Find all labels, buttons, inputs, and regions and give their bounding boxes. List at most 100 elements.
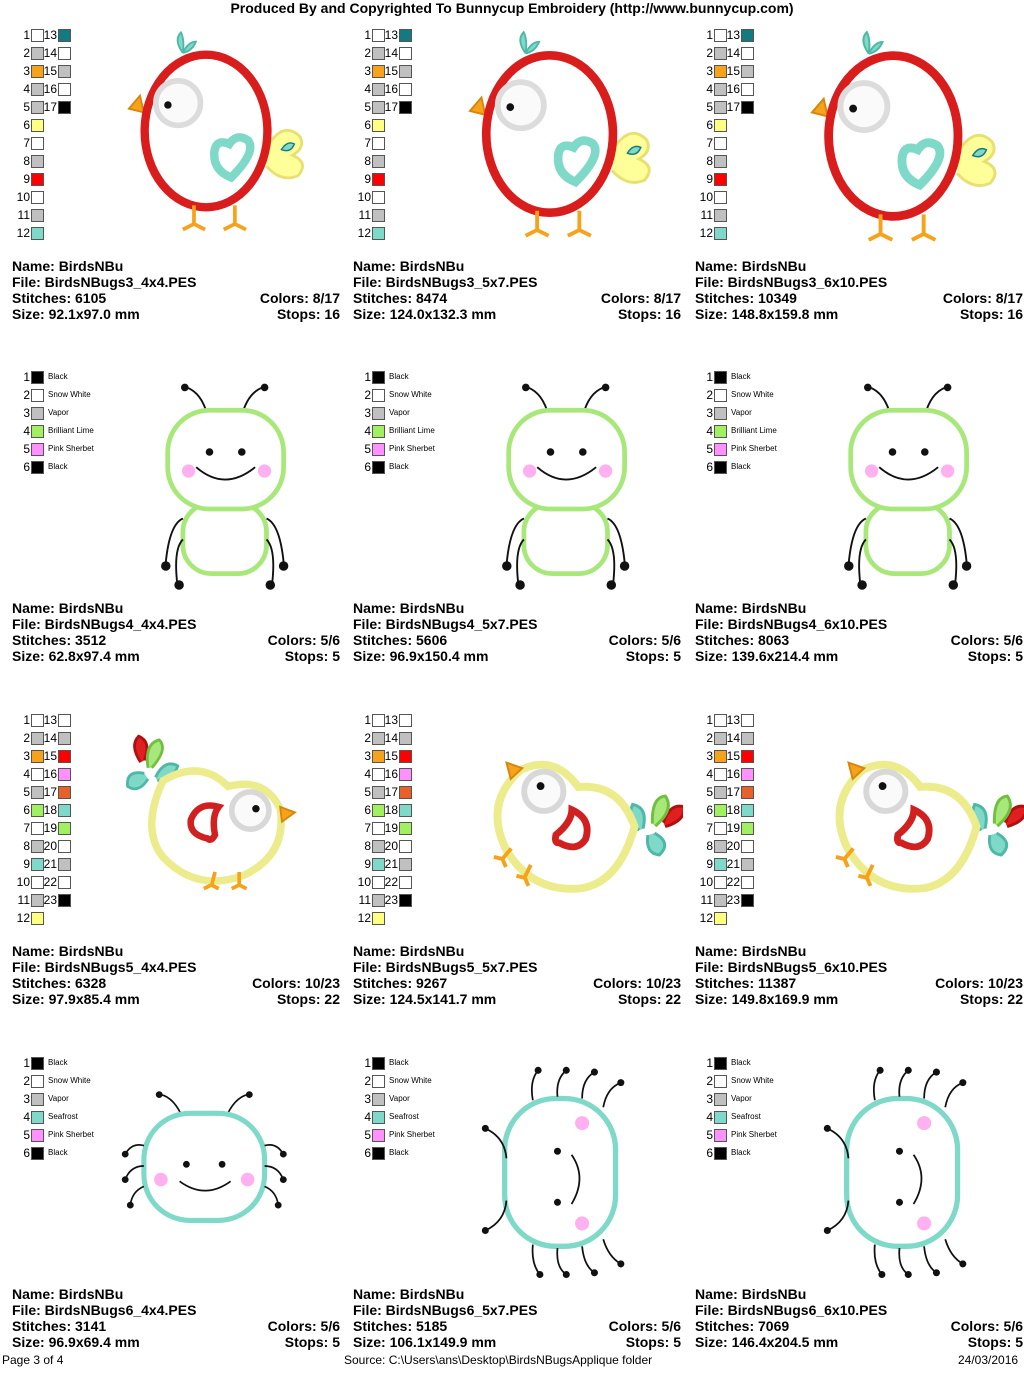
stops-label: Stops: xyxy=(276,991,321,1007)
thread-number: 4 xyxy=(23,1110,30,1124)
color-swatch xyxy=(31,1056,44,1070)
thread-number: 8 xyxy=(706,154,713,168)
color-swatch xyxy=(372,1056,385,1070)
thread-number: 4 xyxy=(364,767,371,781)
thread-number: 3 xyxy=(23,749,30,763)
thread-number: 5 xyxy=(23,442,30,456)
color-swatch xyxy=(372,190,385,204)
thread-number: 13 xyxy=(726,713,740,727)
color-swatch xyxy=(372,803,385,817)
color-count: 10/23 xyxy=(304,975,340,991)
thread-number: 5 xyxy=(706,442,713,456)
thread-color-chip: 11 xyxy=(699,206,727,224)
thread-color-chip: 6 Black xyxy=(699,1144,750,1162)
thread-number: 5 xyxy=(23,100,30,114)
thread-color-chip: 3 xyxy=(699,62,727,80)
stop-count: 5 xyxy=(1015,648,1023,664)
thread-color-chip: 9 xyxy=(16,855,44,873)
colors-label: Colors: xyxy=(252,975,302,991)
thread-color-chip: 5 Pink Sherbet xyxy=(16,1126,94,1144)
thread-color-chip: 7 xyxy=(357,819,385,837)
color-swatch xyxy=(58,785,71,799)
color-swatch xyxy=(372,1092,385,1106)
design-name: BirdsNBu xyxy=(741,258,807,274)
thread-number: 6 xyxy=(364,803,371,817)
thread-name: Vapor xyxy=(389,408,410,417)
file-label: File: xyxy=(695,959,724,975)
design-card: 1 2 3 4 5 6 7 8 9 10 11 12 13 14 15 16 17 Name: BirdsNBu… xyxy=(353,26,683,366)
thread-number: 23 xyxy=(43,893,57,907)
thread-number: 2 xyxy=(23,46,30,60)
design-info: Name: BirdsNBu File: BirdsNBugs3_6x10.PE… xyxy=(695,258,1023,322)
stitches-label: Stitches: xyxy=(353,1318,413,1334)
thread-number: 13 xyxy=(43,28,57,42)
name-label: Name: xyxy=(12,943,55,959)
thread-color-chip: 2 xyxy=(16,44,44,62)
colors-label: Colors: xyxy=(608,1318,658,1334)
thread-color-chip: 2 Snow White xyxy=(357,1072,431,1090)
colors-label: Colors: xyxy=(267,1318,317,1334)
color-swatch xyxy=(372,118,385,132)
color-swatch xyxy=(399,785,412,799)
thread-number: 10 xyxy=(357,190,371,204)
thread-color-chip: 1 xyxy=(357,26,385,44)
thread-number: 7 xyxy=(23,821,30,835)
name-label: Name: xyxy=(695,600,738,616)
color-count: 5/6 xyxy=(1003,1318,1023,1334)
thread-color-chip: 6 Black xyxy=(16,1144,67,1162)
name-label: Name: xyxy=(353,1286,396,1302)
thread-number: 13 xyxy=(384,28,398,42)
stop-count: 5 xyxy=(673,1334,681,1350)
color-swatch xyxy=(399,82,412,96)
thread-color-chip: 23 xyxy=(43,891,71,909)
name-label: Name: xyxy=(353,600,396,616)
thread-color-chip: 1 xyxy=(357,711,385,729)
thread-color-chip: 10 xyxy=(357,873,385,891)
thread-number: 10 xyxy=(699,190,713,204)
thread-color-chip: 6 xyxy=(16,801,44,819)
thread-color-chip: 16 xyxy=(384,80,412,98)
stitches-label: Stitches: xyxy=(353,632,413,648)
color-swatch xyxy=(741,82,754,96)
stitches-label: Stitches: xyxy=(695,632,755,648)
thread-number: 14 xyxy=(43,731,57,745)
thread-number: 8 xyxy=(364,839,371,853)
color-swatch xyxy=(714,190,727,204)
color-swatch xyxy=(714,64,727,78)
design-name: BirdsNBu xyxy=(399,600,465,616)
thread-color-chip: 8 xyxy=(699,837,727,855)
stitch-count: 10349 xyxy=(758,290,797,306)
thread-color-chip: 7 xyxy=(699,819,727,837)
thread-number: 15 xyxy=(726,64,740,78)
print-date: 24/03/2016 xyxy=(958,1353,1019,1367)
thread-number: 23 xyxy=(726,893,740,907)
thread-number: 6 xyxy=(706,1146,713,1160)
thread-color-chip: 19 xyxy=(43,819,71,837)
thread-number: 12 xyxy=(16,911,30,925)
thread-color-list: 1 2 3 4 5 6 7 8 9 10 11 12 13 14 15 16 17 18 19 20 21 22 23 xyxy=(16,711,136,941)
color-swatch xyxy=(31,839,44,853)
thread-color-chip: 4 Seafrost xyxy=(16,1108,77,1126)
color-swatch xyxy=(31,460,44,474)
stops-label: Stops: xyxy=(284,1334,329,1350)
file-label: File: xyxy=(695,274,724,290)
thread-number: 19 xyxy=(43,821,57,835)
color-swatch xyxy=(372,388,385,402)
design-name: BirdsNBu xyxy=(399,943,465,959)
stop-count: 16 xyxy=(665,306,681,322)
thread-color-chip: 15 xyxy=(384,747,412,765)
color-swatch xyxy=(31,803,44,817)
thread-color-chip: 17 xyxy=(384,783,412,801)
thread-color-chip: 4 xyxy=(699,80,727,98)
thread-color-chip: 2 xyxy=(16,729,44,747)
stitches-label: Stitches: xyxy=(695,1318,755,1334)
file-label: File: xyxy=(12,1302,41,1318)
file-label: File: xyxy=(12,274,41,290)
color-swatch xyxy=(58,821,71,835)
color-swatch xyxy=(372,172,385,186)
color-swatch xyxy=(31,46,44,60)
thread-number: 6 xyxy=(364,1146,371,1160)
thread-color-chip: 22 xyxy=(726,873,754,891)
color-swatch xyxy=(31,172,44,186)
thread-color-chip: 3 xyxy=(357,747,385,765)
